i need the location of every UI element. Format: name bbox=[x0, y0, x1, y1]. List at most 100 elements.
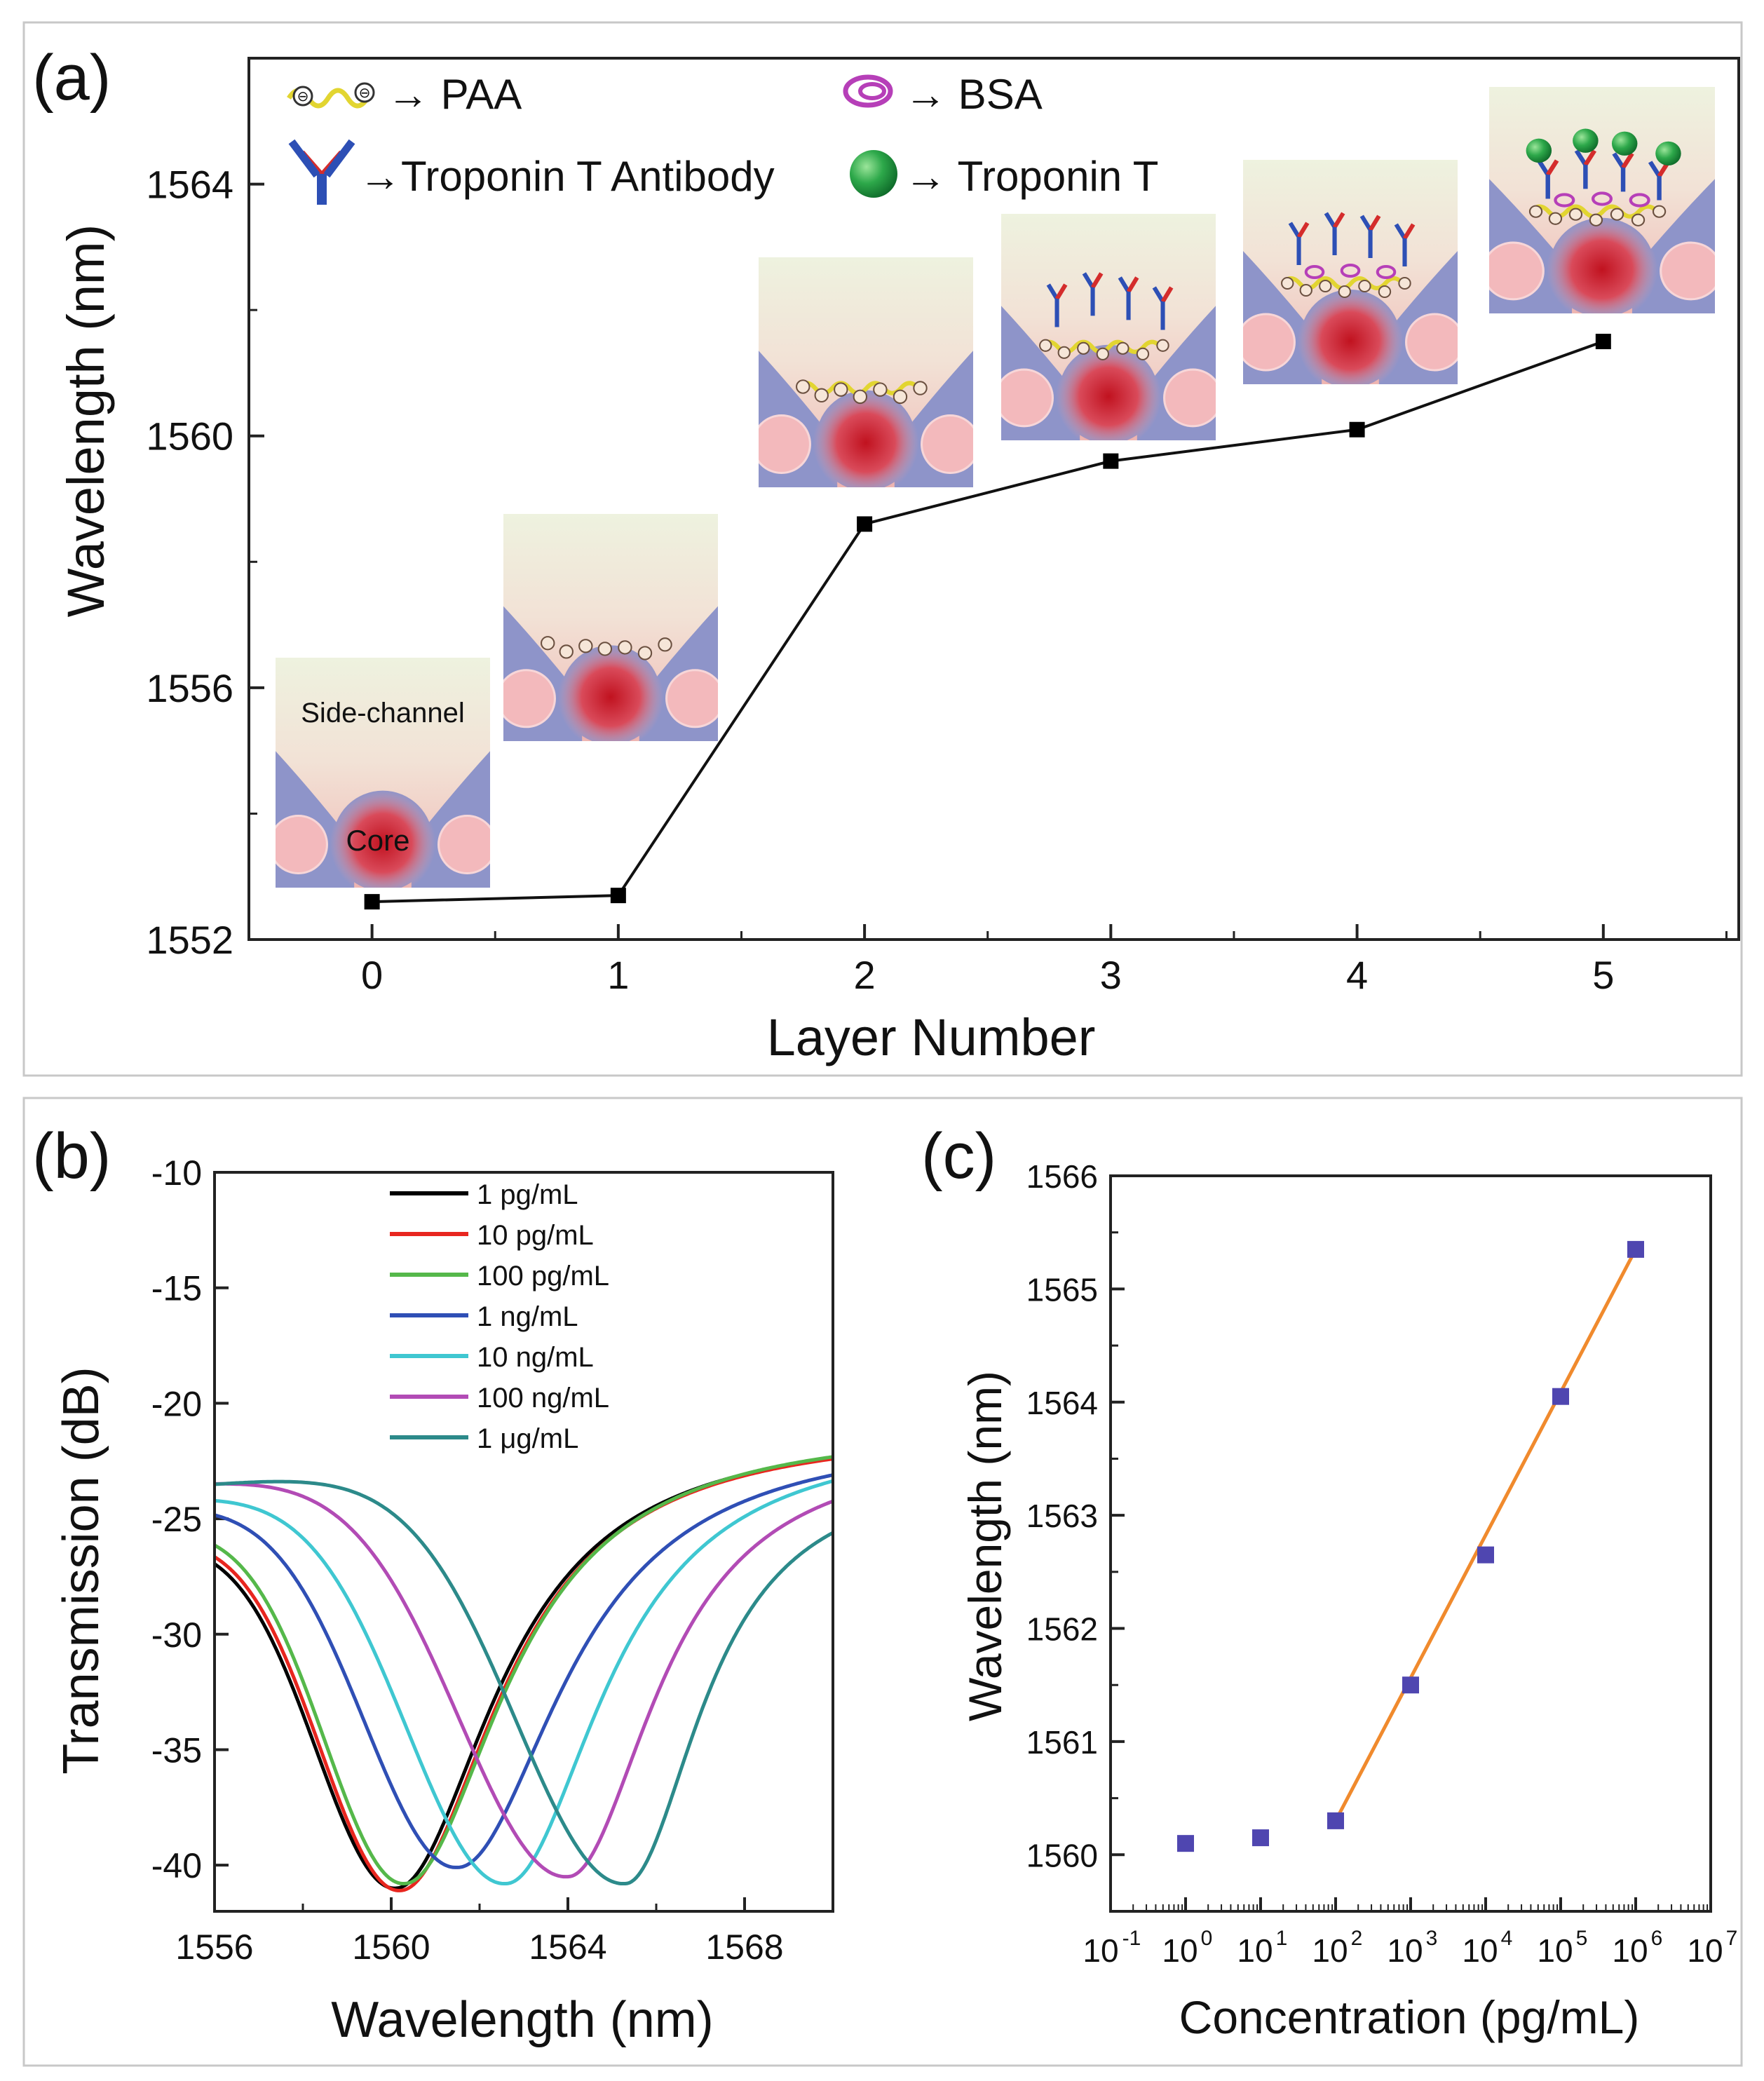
y-tick-label-c: 1565 bbox=[1026, 1271, 1098, 1308]
legend-a: ⊖ ⊖ → PAA → BSA →Troponin T Antibody → T… bbox=[287, 71, 1158, 205]
panel-bc-frame bbox=[22, 1097, 1743, 2067]
y-tick-label-a: 1556 bbox=[146, 666, 233, 710]
x-tick-label-c: 10 bbox=[1537, 1932, 1573, 1969]
inset-layer-2 bbox=[759, 257, 973, 487]
y-tick-label-c: 1560 bbox=[1026, 1837, 1098, 1873]
legend-label-b: 100 pg/mL bbox=[477, 1261, 609, 1292]
fit-line bbox=[1334, 1248, 1638, 1822]
antibody-icon bbox=[288, 139, 355, 205]
data-point-a bbox=[1595, 334, 1611, 350]
x-tick-label-a: 4 bbox=[1346, 953, 1368, 997]
x-tick-label-c: 10 bbox=[1612, 1932, 1648, 1969]
x-tick-label-c: 10 bbox=[1312, 1932, 1348, 1969]
inset-layer-0 bbox=[276, 658, 490, 888]
spectrum-line bbox=[215, 1479, 833, 1885]
series-c bbox=[1177, 1240, 1644, 1852]
panel-c: (c) 10 -1 10 0 10 1 10 2 10 3 10 4 10 5 10 6 10 715601561… bbox=[921, 1120, 1737, 2043]
legend-label-b: 1 ng/mL bbox=[477, 1301, 578, 1332]
legend-label-b: 1 μg/mL bbox=[477, 1423, 578, 1454]
y-tick-label-c: 1563 bbox=[1026, 1498, 1098, 1534]
x-tick-exponent-c: 6 bbox=[1651, 1927, 1663, 1950]
x-axis-label-b: Wavelength (nm) bbox=[331, 1992, 714, 2048]
data-point-a bbox=[1103, 453, 1119, 469]
panel-label-a: (a) bbox=[32, 42, 111, 114]
legend-label-b: 100 ng/mL bbox=[477, 1383, 609, 1414]
troponin-icon bbox=[850, 150, 897, 198]
y-axis-label-b: Transmission (dB) bbox=[53, 1367, 109, 1774]
y-tick-label-c: 1564 bbox=[1026, 1385, 1098, 1421]
data-point-c bbox=[1327, 1812, 1344, 1829]
data-point-a bbox=[857, 516, 873, 532]
y-tick-label-b: -10 bbox=[151, 1153, 202, 1193]
x-axis-label-a: Layer Number bbox=[767, 1008, 1096, 1066]
layer-insets: Side-channel Core bbox=[276, 87, 1715, 888]
legend-label-b: 1 pg/mL bbox=[477, 1179, 578, 1210]
svg-text:⊖: ⊖ bbox=[359, 86, 371, 101]
x-tick-exponent-c: 5 bbox=[1576, 1927, 1588, 1950]
x-tick-label-a: 2 bbox=[854, 953, 876, 997]
spectrum-line bbox=[215, 1473, 833, 1869]
inset-layer-5 bbox=[1489, 87, 1715, 313]
y-tick-label-a: 1564 bbox=[146, 163, 233, 207]
panel-b: (b) 1556 1560 1564 1568 -10 -15 -20 -25 -30 -35 -4… bbox=[32, 1120, 834, 2048]
x-tick-exponent-c: 4 bbox=[1501, 1927, 1513, 1950]
legend-b: 1 pg/mL 10 pg/mL 100 pg/mL 1 ng/mL 10 ng/mL 1… bbox=[390, 1179, 609, 1454]
series-b bbox=[215, 1455, 833, 1892]
plot-area-b bbox=[213, 1171, 834, 1913]
x-tick-label-a: 5 bbox=[1592, 953, 1614, 997]
svg-text:⊖: ⊖ bbox=[297, 89, 309, 104]
bsa-icon bbox=[843, 74, 893, 108]
series-a bbox=[364, 334, 1611, 910]
x-tick-label-c: 10 bbox=[1387, 1932, 1423, 1969]
x-tick-label-c: 10 bbox=[1462, 1932, 1498, 1969]
spectrum-line bbox=[215, 1479, 833, 1885]
legend-label-b: 10 pg/mL bbox=[477, 1220, 594, 1251]
y-tick-label-b: -20 bbox=[151, 1384, 202, 1423]
legend-label-bsa: → BSA bbox=[904, 71, 1043, 118]
inset-layer-3 bbox=[1001, 214, 1216, 440]
y-tick-label-b: -35 bbox=[151, 1730, 202, 1770]
x-tick-exponent-c: -1 bbox=[1122, 1927, 1141, 1950]
data-point-c bbox=[1177, 1835, 1194, 1852]
x-tick-label-a: 1 bbox=[607, 953, 629, 997]
y-tick-label-b: -30 bbox=[151, 1615, 202, 1655]
data-point-c bbox=[1552, 1388, 1569, 1405]
inset-label-side-channel: Side-channel bbox=[301, 698, 465, 728]
x-tick-exponent-c: 2 bbox=[1351, 1927, 1363, 1950]
x-tick-exponent-c: 1 bbox=[1276, 1927, 1288, 1950]
inset-layer-1 bbox=[503, 514, 718, 741]
y-tick-label-a: 1560 bbox=[146, 414, 233, 459]
x-tick-label-c: 10 bbox=[1687, 1932, 1723, 1969]
x-tick-label-a: 3 bbox=[1100, 953, 1122, 997]
paa-icon: ⊖ ⊖ bbox=[287, 82, 375, 109]
x-tick-label-b: 1560 bbox=[352, 1927, 430, 1967]
series-line-a bbox=[372, 340, 1604, 904]
panel-label-c: (c) bbox=[921, 1120, 996, 1192]
y-axis-label-c: Wavelength (nm) bbox=[959, 1371, 1011, 1721]
x-tick-label-c: 10 bbox=[1083, 1932, 1118, 1969]
x-tick-label-b: 1564 bbox=[529, 1927, 606, 1967]
x-tick-label-b: 1568 bbox=[705, 1927, 783, 1967]
x-tick-label-a: 0 bbox=[361, 953, 383, 997]
y-tick-label-b: -15 bbox=[151, 1269, 202, 1308]
spectrum-line bbox=[215, 1455, 833, 1885]
panel-label-b: (b) bbox=[32, 1120, 111, 1192]
data-point-c bbox=[1627, 1240, 1644, 1258]
data-point-c bbox=[1252, 1829, 1269, 1847]
axes-c: 10 -1 10 0 10 1 10 2 10 3 10 4 10 5 10 6 10 7156015611562… bbox=[1026, 1158, 1738, 1969]
x-axis-label-c: Concentration (pg/mL) bbox=[1179, 1991, 1640, 2043]
legend-label-antibody: →Troponin T Antibody bbox=[359, 153, 775, 200]
spectrum-line bbox=[215, 1482, 833, 1879]
inset-label-core: Core bbox=[346, 824, 409, 857]
data-point-a bbox=[1349, 421, 1365, 438]
y-tick-label-c: 1561 bbox=[1026, 1724, 1098, 1761]
x-tick-label-c: 10 bbox=[1162, 1932, 1198, 1969]
x-tick-exponent-c: 3 bbox=[1426, 1927, 1438, 1950]
plot-area-a bbox=[247, 57, 1740, 941]
data-point-c bbox=[1402, 1676, 1419, 1694]
y-tick-label-b: -40 bbox=[151, 1846, 202, 1885]
inset-layer-4 bbox=[1243, 160, 1458, 384]
y-axis-label-a: Wavelength (nm) bbox=[57, 224, 115, 618]
